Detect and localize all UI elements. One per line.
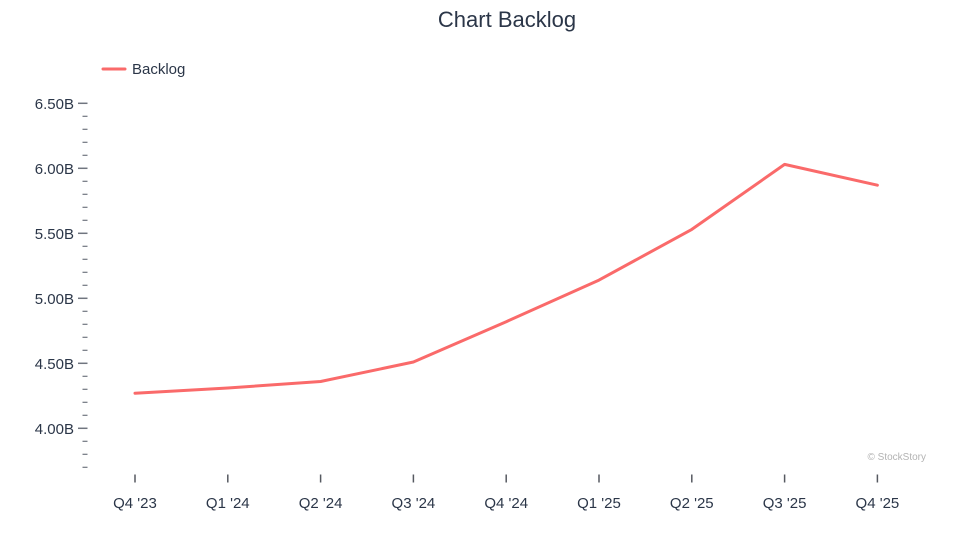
x-tick-label: Q4 '24 — [484, 495, 528, 512]
legend-label: Backlog — [132, 61, 185, 78]
x-tick-label: Q3 '24 — [392, 495, 436, 512]
x-tick-label: Q1 '24 — [206, 495, 250, 512]
x-tick-label: Q1 '25 — [577, 495, 621, 512]
y-tick-label: 4.00B — [35, 421, 74, 438]
x-tick-label: Q2 '24 — [299, 495, 343, 512]
chart-title: Chart Backlog — [438, 7, 576, 32]
stockstory-watermark: © StockStory — [868, 452, 927, 463]
x-tick-label: Q4 '23 — [113, 495, 157, 512]
y-tick-label: 6.00B — [35, 161, 74, 178]
y-tick-label: 4.50B — [35, 356, 74, 373]
y-tick-label: 5.00B — [35, 291, 74, 308]
y-tick-label: 6.50B — [35, 96, 74, 113]
backlog-series-line — [133, 162, 879, 395]
x-tick-label: Q2 '25 — [670, 495, 714, 512]
y-tick-label: 5.50B — [35, 226, 74, 243]
x-axis: Q4 '23 Q1 '24 Q2 '24 Q3 '24 Q4 '24 Q1 '25 Q2 '… — [113, 474, 900, 512]
legend: Backlog — [101, 61, 185, 78]
x-tick-label: Q3 '25 — [763, 495, 807, 512]
x-tick-label: Q4 '25 — [856, 495, 900, 512]
y-axis: 4.00B 4.50B 5.00B 5.50B 6.00B 6.50B — [35, 96, 88, 468]
